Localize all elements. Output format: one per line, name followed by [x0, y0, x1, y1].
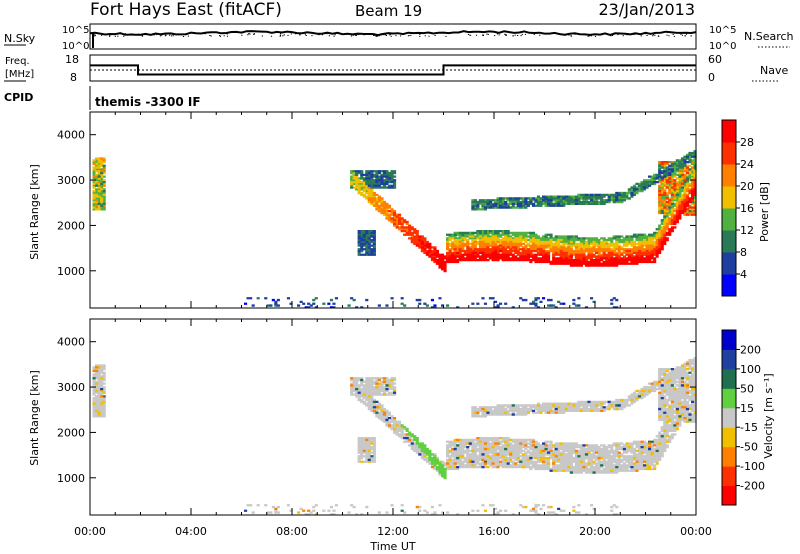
nsearch-series	[92, 33, 692, 37]
velocity-colorbar-swatch-1	[722, 466, 736, 487]
freq-label: Freq.	[5, 56, 30, 67]
power-colorbar-swatch-1	[722, 252, 736, 275]
velocity-y-axis-label: Slant Range [km]	[28, 370, 41, 466]
x-tick-label-6: 00:00	[680, 525, 712, 538]
cpid-label: CPID	[4, 91, 33, 104]
power-colorbar-tick-label-5: 24	[740, 158, 754, 171]
power-cells-3	[95, 150, 697, 307]
noise-right-tick-top: 10^5	[709, 25, 736, 36]
power-colorbar-swatch-4	[722, 186, 736, 209]
power-colorbar-tick-label-2: 12	[740, 224, 754, 237]
velocity-colorbar-swatch-5	[722, 388, 736, 409]
velocity-colorbar-tick-label-3: 15	[740, 402, 754, 415]
noise-right-tick-bottom: 10^0	[709, 41, 736, 52]
x-tick-label-4: 16:00	[478, 525, 510, 538]
power-heatmap	[92, 150, 697, 309]
velocity-colorbar-tick-label-2: 50	[740, 382, 754, 395]
vel-y-tick-label-2: 3000	[57, 381, 85, 394]
x-tick-label-1: 04:00	[175, 525, 207, 538]
nsky-series	[89, 30, 697, 48]
velocity-y-axis: 1000 2000 3000 4000	[57, 336, 696, 485]
x-tick-label-3: 12:00	[377, 525, 409, 538]
power-y-axis-label: Slant Range [km]	[28, 164, 41, 260]
velocity-cells-4	[100, 368, 695, 512]
freq-series	[90, 64, 696, 76]
power-colorbar-label: Power [dB]	[758, 182, 771, 242]
velocity-colorbar-swatch-3	[722, 427, 736, 448]
power-y-tick-label-0: 1000	[57, 265, 85, 278]
velocity-colorbar-swatch-4	[722, 407, 736, 428]
power-y-axis: 1000 2000 3000 4000	[57, 129, 696, 278]
power-y-tick-label-2: 3000	[57, 174, 85, 187]
nsearch-label: N.Search	[744, 30, 794, 43]
power-x-ticks	[89, 112, 697, 308]
power-colorbar-tick-label-3: 16	[740, 202, 754, 215]
nave-right-tick-bottom: 0	[708, 71, 715, 84]
x-axis-label: Time UT	[369, 540, 415, 553]
x-tick-label-0: 00:00	[74, 525, 106, 538]
velocity-colorbar-swatch-8	[722, 330, 736, 350]
velocity-colorbar-swatch-6	[722, 368, 736, 389]
power-colorbar-tick-label-6: 28	[740, 136, 754, 149]
power-colorbar-swatch-2	[722, 230, 736, 253]
velocity-colorbar-frame	[721, 329, 737, 506]
noise-left-tick-bottom: 10^0	[62, 41, 89, 52]
power-colorbar-swatch-7	[722, 120, 736, 143]
freq-left-tick-bottom: 8	[70, 71, 77, 84]
velocity-colorbar-tick-label-5: -50	[740, 441, 758, 454]
velocity-colorbar-tick-label-1: 100	[740, 363, 761, 376]
power-y-tick-label-1: 2000	[57, 219, 85, 232]
noise-left-tick-top: 10^5	[62, 25, 89, 36]
nsky-label: N.Sky	[4, 32, 36, 45]
velocity-colorbar: 200 100 50 15 -15 -50 -100 -200	[721, 329, 765, 506]
vel-y-tick-label-0: 1000	[57, 472, 85, 485]
freq-unit-label: [MHz]	[5, 69, 34, 80]
freq-left-tick-top: 18	[65, 53, 79, 66]
x-tick-label-5: 20:00	[579, 525, 611, 538]
power-colorbar-tick-label-1: 8	[740, 246, 747, 259]
power-colorbar-swatch-5	[722, 164, 736, 187]
velocity-colorbar-swatch-7	[722, 349, 736, 370]
power-colorbar-tick-label-4: 20	[740, 180, 754, 193]
noise-series	[89, 30, 697, 48]
power-colorbar-tick-label-0: 4	[740, 268, 747, 281]
velocity-colorbar-tick-label-0: 200	[740, 343, 761, 356]
velocity-colorbar-tick-label-6: -100	[740, 460, 765, 473]
power-colorbar-swatch-0	[722, 274, 736, 297]
power-colorbar: 4 8 12 16 20 24 28	[721, 119, 754, 297]
velocity-colorbar-label: Velocity [m s⁻¹]	[762, 373, 775, 458]
site-title: Fort Hays East (fitACF)	[90, 0, 282, 20]
nave-label: Nave	[760, 64, 788, 77]
nave-right-tick-top: 60	[708, 53, 722, 66]
velocity-heatmap	[92, 357, 697, 516]
vel-y-tick-label-1: 2000	[57, 426, 85, 439]
noise-panel-frame	[89, 23, 697, 50]
velocity-x-axis: 00:00 04:00 08:00 12:00 16:00 20:00 00:00	[74, 319, 712, 538]
velocity-colorbar-tick-label-4: -15	[740, 421, 758, 434]
power-colorbar-swatch-3	[722, 208, 736, 231]
date-title: 23/Jan/2013	[598, 0, 695, 19]
velocity-colorbar-swatch-2	[722, 446, 736, 467]
velocity-cells-5	[400, 424, 447, 480]
power-cells-7	[415, 188, 697, 273]
power-y-tick-label-3: 4000	[57, 129, 85, 142]
freq-panel-frame	[89, 54, 697, 82]
vel-y-tick-label-3: 4000	[57, 336, 85, 349]
velocity-colorbar-tick-label-7: -200	[740, 480, 765, 493]
x-tick-label-2: 08:00	[276, 525, 308, 538]
velocity-colorbar-swatch-0	[722, 485, 736, 506]
power-colorbar-swatch-6	[722, 142, 736, 165]
cpid-value: themis -3300 IF	[95, 95, 201, 109]
velocity-cells-0	[92, 357, 697, 516]
beam-title: Beam 19	[355, 2, 422, 20]
